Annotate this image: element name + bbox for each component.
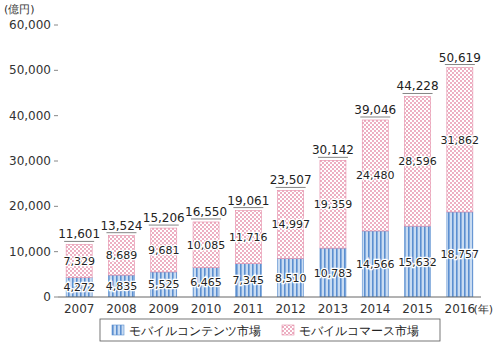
y-axis-label: (億円) [4, 3, 35, 16]
legend: モバイルコンテンツ市場 モバイルコマース市場 [100, 319, 440, 341]
total-label: 23,507 [270, 173, 312, 187]
x-tick-label: 2008 [106, 302, 137, 316]
x-tick-label: 2016 [445, 302, 476, 316]
x-tick-label: 2013 [318, 302, 349, 316]
data-label: 5,525 [148, 278, 180, 291]
y-tick [54, 297, 58, 298]
legend-box [100, 319, 440, 341]
data-label: 28,596 [398, 155, 437, 168]
x-tick-label: 2007 [64, 302, 95, 316]
y-tick [54, 25, 58, 26]
x-axis-line [58, 297, 481, 298]
legend-swatch [112, 325, 124, 335]
data-label: 4,272 [63, 281, 95, 294]
data-label: 7,345 [233, 274, 265, 287]
data-label: 8,689 [106, 249, 138, 262]
y-tick [54, 70, 58, 71]
data-label: 11,716 [229, 231, 268, 244]
y-tick [54, 115, 58, 116]
y-tick-label: 0 [43, 290, 51, 304]
data-labels: 4,272 7,329 11,601 4,835 8,689 13,524 5,525 9,6… [58, 51, 481, 295]
data-label: 31,862 [441, 134, 480, 147]
data-label: 4,835 [106, 280, 138, 293]
y-tick-label: 10,000 [9, 245, 51, 259]
chart-svg: (億円) 0 10,000 20,000 30,000 40,000 50,000 60,00… [0, 0, 495, 358]
y-tick [54, 161, 58, 162]
y-tick-label: 30,000 [9, 154, 51, 168]
y-tick [54, 206, 58, 207]
x-tick-label: 2012 [275, 302, 306, 316]
x-tick-label: 2009 [148, 302, 179, 316]
y-tick-label: 60,000 [9, 18, 51, 32]
data-label: 7,329 [63, 255, 95, 268]
total-label: 16,550 [185, 205, 227, 219]
total-label: 30,142 [312, 143, 354, 157]
x-tick-label: 2011 [233, 302, 264, 316]
total-label: 50,619 [439, 51, 481, 65]
y-tick-label: 20,000 [9, 199, 51, 213]
x-tick-label: 2015 [402, 302, 433, 316]
data-label: 19,359 [314, 198, 353, 211]
x-axis-label: (年) [473, 303, 493, 316]
total-label: 44,228 [397, 79, 439, 93]
y-tick-label: 40,000 [9, 109, 51, 123]
legend-label: モバイルコマース市場 [299, 324, 419, 338]
data-label: 24,480 [356, 169, 395, 182]
data-label: 15,632 [398, 256, 437, 269]
data-label: 14,997 [271, 218, 310, 231]
data-label: 10,085 [187, 239, 226, 252]
bars [66, 68, 473, 297]
total-label: 19,061 [227, 194, 269, 208]
data-label: 8,510 [275, 272, 307, 285]
legend-swatch [282, 325, 294, 335]
total-label: 11,601 [58, 227, 100, 241]
data-label: 10,783 [314, 267, 353, 280]
legend-label: モバイルコンテンツ市場 [129, 324, 261, 338]
y-tick [54, 251, 58, 252]
x-tick-label: 2014 [360, 302, 391, 316]
total-label: 13,524 [100, 219, 142, 233]
total-label: 39,046 [354, 103, 396, 117]
data-label: 6,465 [190, 276, 222, 289]
y-tick-label: 50,000 [9, 63, 51, 77]
chart-container: (億円) 0 10,000 20,000 30,000 40,000 50,000 60,00… [0, 0, 495, 358]
data-label: 14,566 [356, 258, 395, 271]
x-tick-label: 2010 [191, 302, 222, 316]
total-label: 15,206 [143, 211, 185, 225]
data-label: 9,681 [148, 244, 180, 257]
data-label: 18,757 [441, 248, 480, 261]
